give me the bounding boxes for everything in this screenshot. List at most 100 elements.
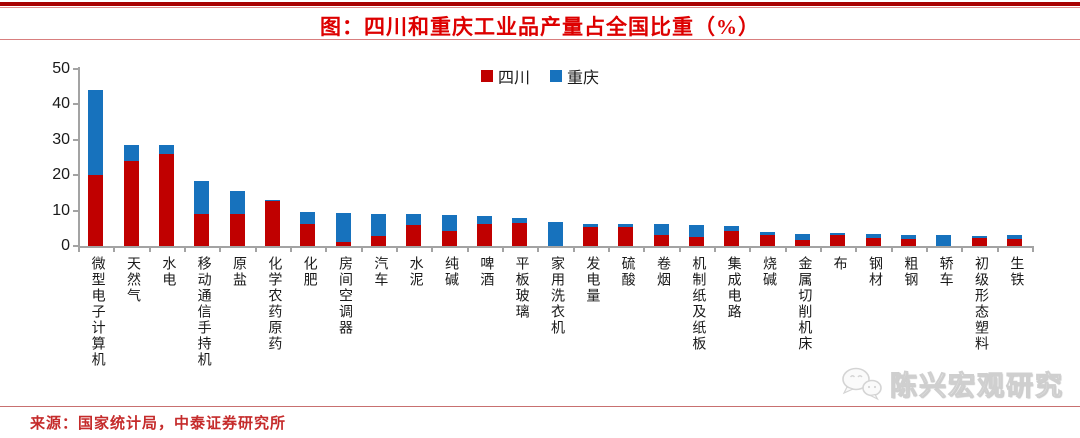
- x-category-label: 纯碱: [443, 256, 458, 288]
- bar-segment-sichuan: [724, 231, 740, 246]
- x-category-label: 汽车: [372, 256, 388, 288]
- x-category-label: 机制纸及纸板: [690, 256, 706, 352]
- bar-segment-sichuan: [759, 235, 775, 246]
- x-axis-tick: [608, 248, 610, 252]
- y-axis-line: [78, 67, 80, 248]
- bar-segment-chongqing: [688, 225, 704, 237]
- bottom-divider: [0, 406, 1080, 407]
- x-category-label: 发电量: [584, 256, 600, 304]
- x-category-label: 金属切削机床: [796, 256, 812, 352]
- x-axis-tick: [749, 248, 752, 252]
- x-axis-tick: [855, 248, 858, 252]
- bar-segment-chongqing: [618, 223, 634, 227]
- y-axis-tick-label: 10: [52, 201, 70, 219]
- bar-segment-sichuan: [406, 224, 422, 246]
- bar-segment-sichuan: [123, 161, 139, 246]
- bar-segment-chongqing: [830, 233, 846, 235]
- legend-label-sichuan: 四川: [497, 70, 530, 87]
- x-axis-tick: [784, 248, 787, 252]
- x-category-label: 钢材: [867, 256, 882, 288]
- bar-segment-chongqing: [971, 236, 987, 238]
- bar-segment-sichuan: [335, 242, 351, 246]
- watermark-label: 陈兴宏观研究: [890, 371, 1064, 402]
- legend-item-chongqing: 重庆: [550, 64, 599, 88]
- bar-segment-chongqing: [194, 180, 210, 215]
- wechat-chat-bubbles-icon: [842, 367, 882, 400]
- chart-legend: 四川 重庆: [0, 64, 1080, 88]
- y-axis-tick: [73, 209, 78, 212]
- x-axis-tick: [820, 248, 822, 252]
- bar-segment-sichuan: [618, 226, 634, 246]
- bar-segment-sichuan: [830, 234, 846, 246]
- y-axis-tick-label: 50: [52, 60, 70, 77]
- x-category-label: 移动通信手持机: [195, 256, 211, 368]
- chongqing-legend-swatch: [550, 70, 562, 82]
- bar-segment-chongqing: [370, 213, 386, 237]
- bar-segment-chongqing: [1006, 235, 1022, 240]
- x-axis-tick: [678, 248, 681, 252]
- bar-segment-chongqing: [547, 221, 563, 246]
- x-category-label: 布: [831, 256, 847, 272]
- x-axis-tick: [360, 248, 363, 252]
- x-category-label: 硫酸: [619, 256, 635, 288]
- title-divider: [0, 39, 1080, 40]
- x-category-label: 微型电子计算机: [89, 256, 105, 368]
- bar-segment-sichuan: [900, 238, 916, 246]
- x-category-label: 化学农药原药: [266, 256, 282, 352]
- x-axis-tick: [502, 248, 504, 252]
- x-category-label: 化肥: [301, 256, 317, 288]
- bar-segment-chongqing: [900, 235, 916, 239]
- x-axis-tick: [890, 248, 893, 252]
- source-note: 来源：国家统计局，中泰证券研究所: [30, 416, 287, 432]
- x-category-label: 房间空调器: [337, 256, 352, 336]
- x-category-label: 轿车: [937, 256, 953, 288]
- bar-segment-sichuan: [582, 227, 598, 246]
- y-axis-tick-label: 40: [52, 95, 70, 113]
- x-axis-tick: [643, 248, 646, 252]
- bar-segment-chongqing: [123, 145, 139, 162]
- x-axis-tick: [184, 248, 186, 252]
- bar-segment-sichuan: [971, 237, 987, 246]
- x-category-label: 生铁: [1008, 256, 1024, 288]
- y-axis-tick-label: 0: [61, 237, 70, 254]
- legend-label-chongqing: 重庆: [567, 70, 600, 87]
- chart-title: 图：四川和重庆工业品产量占全国比重（%）: [320, 15, 760, 39]
- x-axis-tick: [254, 248, 257, 252]
- x-category-label: 原盐: [231, 256, 246, 288]
- x-category-label: 烧碱: [761, 256, 776, 288]
- x-category-label: 天然气: [125, 256, 140, 304]
- bar-segment-sichuan: [88, 175, 104, 246]
- bar-segment-sichuan: [264, 200, 280, 246]
- x-axis-tick: [996, 248, 999, 252]
- bar-segment-sichuan: [300, 223, 316, 246]
- bar-segment-chongqing: [512, 218, 528, 223]
- x-category-label: 初级形态塑料: [973, 256, 988, 352]
- bar-segment-sichuan: [158, 153, 174, 246]
- bar-segment-chongqing: [300, 211, 316, 224]
- bar-segment-chongqing: [936, 234, 952, 246]
- bar-segment-chongqing: [158, 145, 174, 154]
- bar-segment-chongqing: [653, 224, 669, 235]
- x-axis-tick: [290, 248, 292, 252]
- x-axis-tick: [78, 248, 80, 252]
- y-axis-tick: [73, 138, 78, 141]
- bar-segment-chongqing: [582, 224, 598, 228]
- x-category-label: 水泥: [407, 256, 423, 288]
- x-category-label: 平板玻璃: [513, 256, 529, 320]
- x-category-label: 家用洗衣机: [549, 256, 564, 336]
- bar-segment-sichuan: [229, 214, 245, 246]
- bar-segment-sichuan: [1006, 239, 1022, 246]
- bar-segment-sichuan: [653, 235, 669, 246]
- x-category-label: 集成电路: [725, 256, 741, 320]
- x-axis-tick: [714, 248, 716, 252]
- y-axis-tick-label: 30: [52, 130, 70, 148]
- sichuan-legend-swatch: [480, 70, 493, 82]
- bar-segment-chongqing: [229, 191, 245, 215]
- bar-segment-sichuan: [688, 236, 704, 246]
- x-axis-tick: [572, 248, 575, 252]
- bar-segment-chongqing: [759, 231, 775, 236]
- bar-segment-chongqing: [406, 214, 422, 225]
- top-divider-thick: [0, 2, 1080, 6]
- y-axis-tick: [73, 68, 78, 70]
